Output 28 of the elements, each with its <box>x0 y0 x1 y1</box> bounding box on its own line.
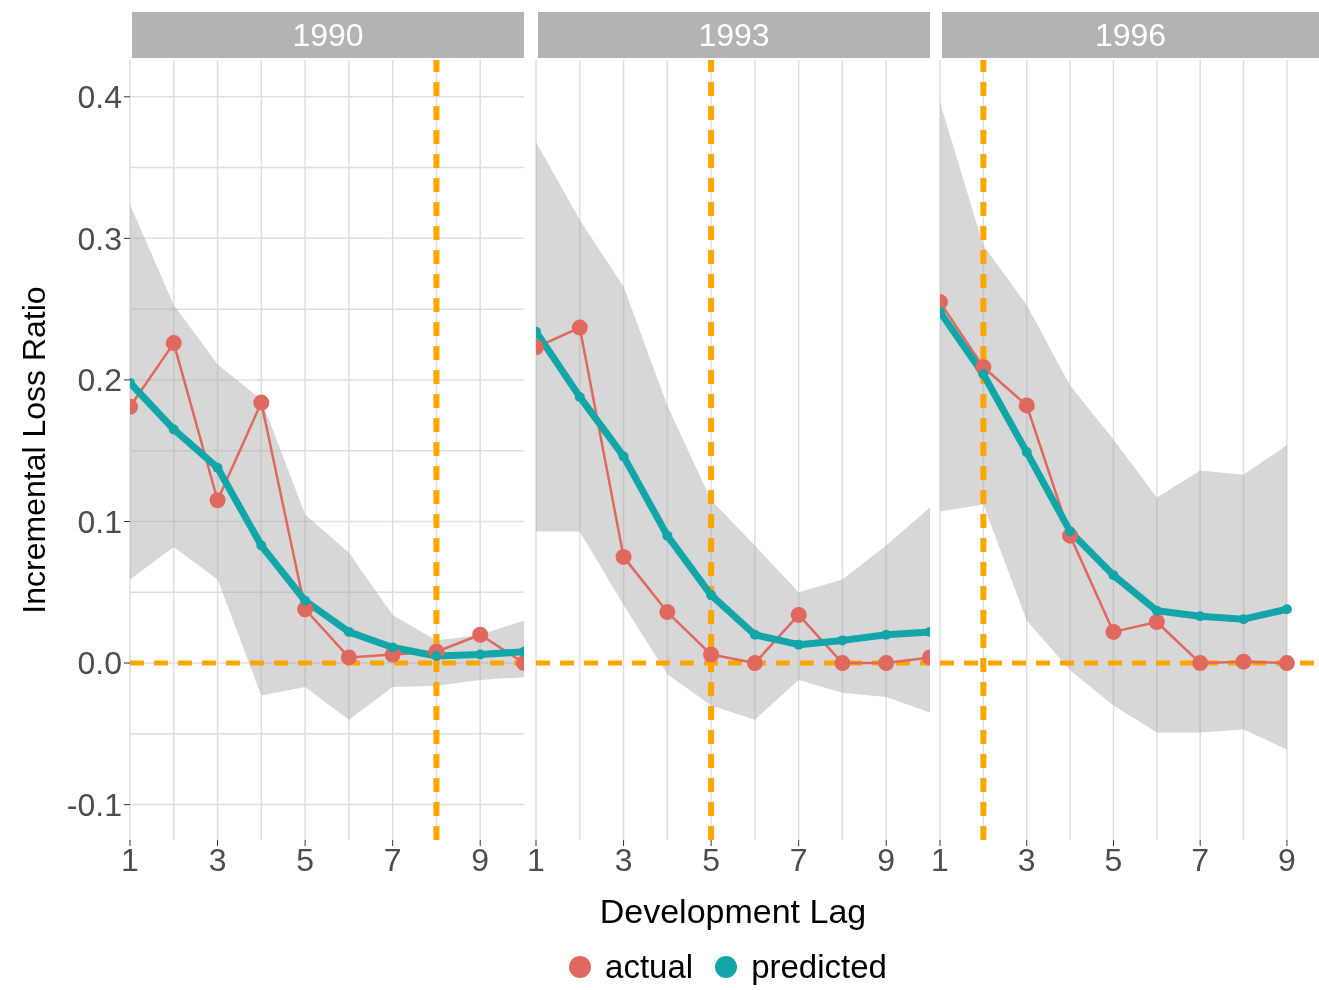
x-tick-label: 3 <box>208 841 227 878</box>
x-tick-label: 9 <box>471 841 490 878</box>
x-tick-label: 5 <box>702 841 721 878</box>
y-axis-title: Incremental Loss Ratio <box>16 286 53 614</box>
x-tick-label: 3 <box>614 841 633 878</box>
y-tick-label: 0.0 <box>77 645 122 682</box>
legend-label: predicted <box>751 948 887 986</box>
x-tick-label: 7 <box>383 841 402 878</box>
x-tick-label: 7 <box>1191 841 1210 878</box>
x-tick-label: 1 <box>121 841 139 878</box>
x-tick-label: 5 <box>1104 841 1123 878</box>
x-tick-label: 1 <box>527 841 545 878</box>
x-tick-label: 5 <box>296 841 315 878</box>
x-axis-title: Development Lag <box>598 892 868 931</box>
y-tick-label: 0.4 <box>77 79 122 116</box>
x-tick-label: 9 <box>1278 841 1296 878</box>
chart-title: 1993 <box>538 12 930 58</box>
x-tick-label: 9 <box>877 841 896 878</box>
chart-title: 1996 <box>942 12 1319 58</box>
y-tick-label: -0.1 <box>66 786 122 823</box>
y-tick-label: 0.2 <box>77 362 122 399</box>
chart-title: 1990 <box>132 12 524 58</box>
legend-label: actual <box>605 948 694 986</box>
x-tick-label: 1 <box>931 841 949 878</box>
y-tick-label: 0.1 <box>77 503 122 540</box>
x-tick-label: 7 <box>789 841 808 878</box>
x-tick-label: 3 <box>1017 841 1036 878</box>
y-tick-label: 0.3 <box>77 220 122 257</box>
